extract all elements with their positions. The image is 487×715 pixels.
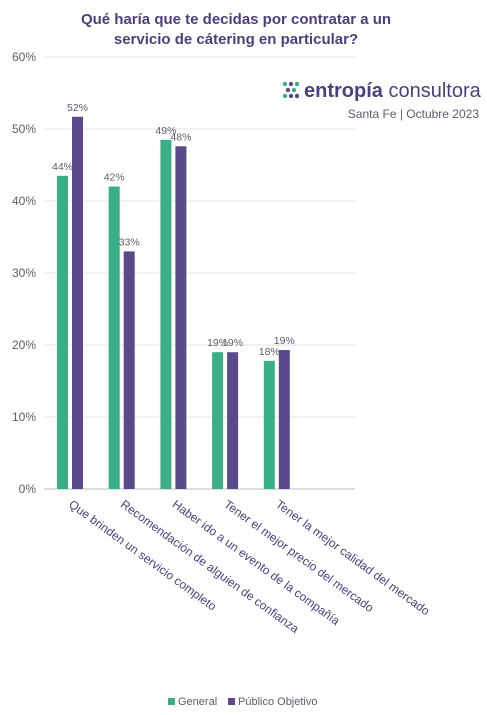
brand-block: entropía consultora Santa Fe | Octubre 2… — [282, 80, 482, 121]
x-axis-category-labels: Que brinden un servicio completoRecomend… — [66, 497, 432, 636]
data-label: 19% — [222, 337, 243, 349]
chart-title-line-2: servicio de cátering en particular? — [114, 31, 358, 48]
bar-publico-objetivo — [72, 116, 83, 489]
bar-general — [57, 175, 68, 490]
gridlines — [44, 56, 355, 490]
data-label: 49% — [155, 125, 176, 137]
legend-swatch-publico-objetivo — [228, 698, 235, 705]
entropia-dots-logo-icon — [282, 81, 300, 99]
legend: General Público Objetivo — [168, 696, 318, 708]
y-tick-label: 30% — [12, 266, 36, 280]
bar-publico-objetivo — [175, 146, 187, 489]
y-tick-label: 40% — [12, 194, 36, 208]
y-tick-label: 20% — [12, 338, 36, 352]
y-tick-label: 0% — [19, 482, 37, 496]
brand-name-bold: entropía — [304, 80, 384, 102]
data-label: 18% — [259, 346, 280, 358]
data-label: 48% — [170, 131, 191, 143]
bar-general — [263, 360, 275, 489]
brand-subtitle: Santa Fe | Octubre 2023 — [348, 107, 480, 121]
legend-swatch-general — [168, 698, 175, 705]
bar-general — [108, 186, 120, 489]
bar-general — [160, 139, 172, 490]
bar-publico-objetivo — [227, 352, 239, 489]
data-label: 19% — [207, 337, 228, 349]
legend-label-publico-objetivo: Público Objetivo — [238, 696, 318, 708]
data-label: 52% — [67, 102, 88, 114]
y-tick-label: 60% — [12, 50, 36, 64]
bar-general — [212, 352, 224, 489]
data-label: 44% — [52, 161, 73, 173]
data-label: 42% — [104, 172, 125, 184]
brand-name: entropía consultora — [304, 80, 482, 102]
y-tick-label: 10% — [12, 410, 36, 424]
y-axis-ticks: 0% 10% 20% 30% 40% 50% 60% — [12, 50, 36, 496]
data-label: 19% — [274, 335, 295, 347]
bars — [57, 116, 290, 490]
data-labels: 44%52%42%33%49%48%19%19%18%19% — [52, 102, 295, 358]
y-tick-label: 50% — [12, 122, 36, 136]
bar-publico-objetivo — [123, 251, 135, 489]
data-label: 33% — [119, 236, 140, 248]
bar-publico-objetivo — [278, 350, 290, 489]
brand-name-regular: consultora — [383, 80, 482, 102]
legend-label-general: General — [178, 696, 217, 708]
chart-title-line-1: Qué haría que te decidas por contratar a… — [81, 11, 391, 28]
